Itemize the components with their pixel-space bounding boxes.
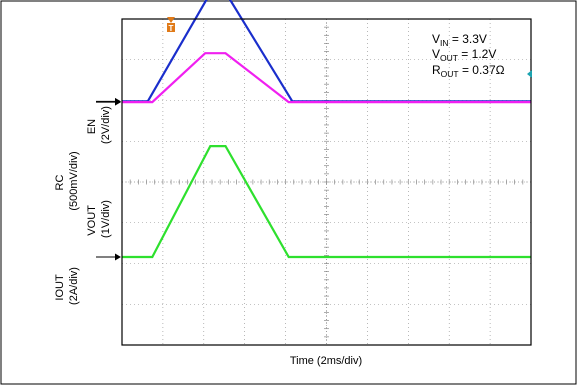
grid bbox=[121, 18, 532, 346]
vin-annotation: VIN = 3.3V bbox=[432, 32, 487, 48]
channel-reference-markers bbox=[96, 97, 121, 261]
label-vout: VOUT (1V/div) bbox=[86, 200, 112, 238]
plot-frame bbox=[121, 18, 532, 346]
channel-labels: EN (2V/div) RC (500mV/div) VOUT (1V/div)… bbox=[54, 106, 112, 305]
label-en: EN (2V/div) bbox=[86, 106, 112, 144]
x-axis-label: Time (2ms/div) bbox=[290, 355, 362, 367]
rout-annotation: ROUT = 0.37Ω bbox=[432, 63, 505, 79]
trace-iout bbox=[122, 145, 531, 259]
trace-vout bbox=[122, 52, 531, 104]
svg-text:T: T bbox=[169, 24, 174, 33]
trigger-marker: T bbox=[167, 17, 175, 33]
ref-arrow-iout bbox=[115, 253, 121, 261]
ref-arrow-vout bbox=[115, 98, 121, 106]
vout-annotation: VOUT = 1.2V bbox=[432, 47, 496, 63]
conditions-annotation: VIN = 3.3V VOUT = 1.2V ROUT = 0.37Ω bbox=[432, 32, 505, 79]
traces bbox=[122, 0, 531, 259]
side-marker bbox=[527, 70, 532, 78]
label-iout: IOUT (2A/div) bbox=[54, 267, 80, 305]
label-rc: RC (500mV/div) bbox=[54, 151, 80, 210]
